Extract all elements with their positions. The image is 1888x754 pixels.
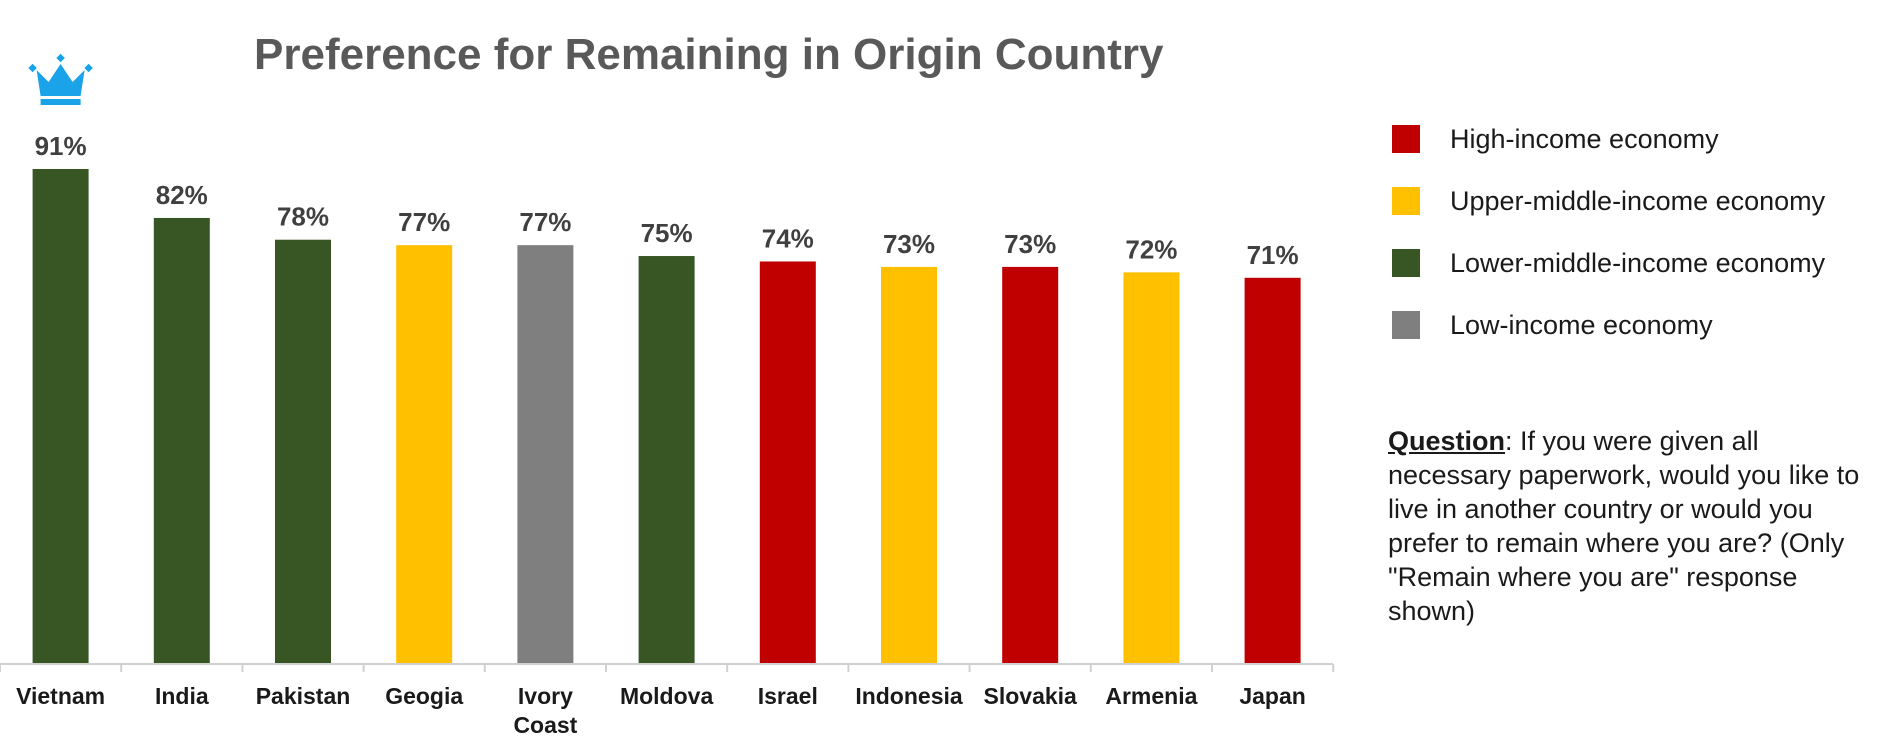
legend-item-lower-middle: Lower-middle-income economy: [1392, 232, 1825, 294]
legend: High-income economy Upper-middle-income …: [1392, 108, 1825, 356]
legend-swatch-high: [1392, 125, 1420, 153]
crown-body: [36, 64, 85, 96]
legend-label-low: Low-income economy: [1450, 309, 1713, 340]
tick-label-indonesia: Indonesia: [855, 683, 963, 709]
crown-jewel: [28, 63, 37, 73]
bar-vietnam: [32, 169, 89, 664]
legend-swatch-lower-middle: [1392, 249, 1420, 277]
bar-india: [153, 217, 210, 664]
data-label-vietnam: 91%: [35, 131, 87, 161]
bar-moldova: [638, 256, 695, 664]
tick-label-india: India: [155, 683, 209, 709]
crown-icon: [28, 53, 93, 105]
crown-jewel: [56, 53, 65, 63]
tick-label-geogia: Geogia: [385, 683, 463, 709]
data-label-india: 82%: [156, 180, 208, 210]
bar-slovakia: [1002, 266, 1059, 664]
tick-label-israel: Israel: [758, 683, 818, 709]
bar-armenia: [1123, 272, 1180, 664]
legend-item-high: High-income economy: [1392, 108, 1825, 170]
bar-ivory-coast: [517, 245, 574, 664]
tick-label-vietnam: Vietnam: [16, 683, 105, 709]
legend-swatch-low: [1392, 311, 1420, 339]
data-label-geogia: 77%: [398, 207, 450, 237]
tick-label-ivory-coast: Ivory Coast: [513, 683, 577, 738]
crown-base: [40, 99, 81, 105]
crown-jewel: [84, 63, 93, 73]
legend-item-low: Low-income economy: [1392, 294, 1825, 356]
legend-label-high: High-income economy: [1450, 123, 1719, 154]
tick-label-slovakia: Slovakia: [984, 683, 1078, 709]
tick-label-armenia: Armenia: [1105, 683, 1197, 709]
data-label-armenia: 72%: [1125, 234, 1177, 264]
data-label-ivory-coast: 77%: [519, 207, 571, 237]
bar-israel: [759, 261, 816, 664]
tick-label-japan: Japan: [1239, 683, 1305, 709]
bar-japan: [1244, 277, 1301, 664]
legend-item-upper-middle: Upper-middle-income economy: [1392, 170, 1825, 232]
data-label-moldova: 75%: [641, 218, 693, 248]
data-label-israel: 74%: [762, 223, 814, 253]
bar-indonesia: [881, 266, 937, 664]
tick-label-pakistan: Pakistan: [256, 683, 351, 709]
chart-title: Preference for Remaining in Origin Count…: [254, 30, 1164, 79]
legend-label-upper-middle: Upper-middle-income economy: [1450, 185, 1826, 216]
question-label: Question: [1388, 426, 1506, 456]
question-note: Question: If you were given all necessar…: [1388, 424, 1878, 628]
legend-swatch-upper-middle: [1392, 187, 1420, 215]
data-label-japan: 71%: [1247, 240, 1299, 270]
bar-pakistan: [275, 239, 331, 664]
tick-label-moldova: Moldova: [620, 683, 713, 709]
bar-geogia: [396, 245, 453, 664]
legend-label-lower-middle: Lower-middle-income economy: [1450, 247, 1826, 278]
data-label-slovakia: 73%: [1004, 229, 1056, 259]
data-label-indonesia: 73%: [883, 229, 935, 259]
data-label-pakistan: 78%: [277, 202, 329, 232]
question-text: : If you were given all necessary paperw…: [1388, 426, 1860, 626]
